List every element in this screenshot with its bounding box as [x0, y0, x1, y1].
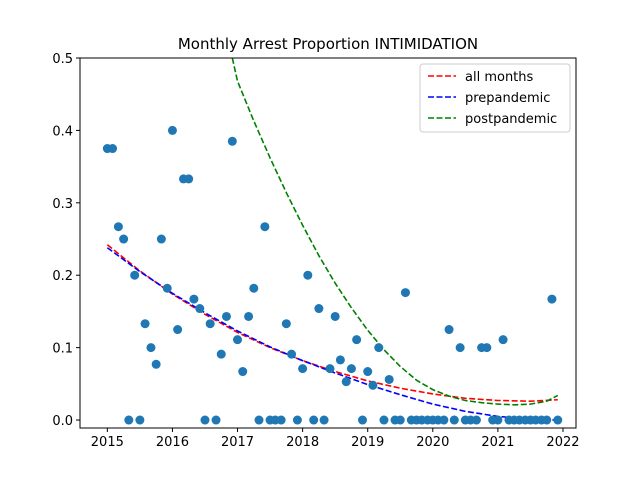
data-point [162, 283, 172, 293]
data-point [119, 234, 129, 244]
data-point [368, 380, 378, 390]
data-point [260, 222, 270, 232]
data-point [395, 415, 405, 425]
legend-label: all months [465, 70, 534, 85]
data-point [254, 415, 264, 425]
legend-label: prepandemic [465, 91, 550, 106]
series-line-all-months [106, 244, 558, 403]
data-point [233, 335, 243, 345]
chart-title: Monthly Arrest Proportion INTIMIDATION [178, 35, 478, 53]
data-point [498, 335, 508, 345]
y-tick-label: 0.1 [52, 342, 73, 357]
data-point [314, 304, 324, 314]
x-tick-label: 2018 [286, 435, 319, 450]
data-point [200, 415, 210, 425]
data-point [151, 359, 161, 369]
data-point [439, 415, 449, 425]
data-point [553, 415, 563, 425]
y-tick-label: 0.0 [52, 414, 73, 429]
data-point [124, 415, 134, 425]
data-point [221, 311, 231, 321]
data-point [156, 234, 166, 244]
x-tick-label: 2016 [156, 435, 189, 450]
legend-box [419, 63, 571, 133]
data-point [384, 374, 394, 384]
x-axis: 2015 2016 2017 2018 2019 2020 2021 2022 [91, 428, 580, 450]
data-point [195, 304, 205, 314]
data-point [471, 415, 481, 425]
data-point [482, 343, 492, 353]
data-point [173, 325, 183, 335]
data-point [303, 270, 313, 280]
data-point [135, 415, 145, 425]
data-point [455, 343, 465, 353]
data-point [542, 415, 552, 425]
data-point [146, 343, 156, 353]
data-point [352, 335, 362, 345]
data-point [287, 349, 297, 359]
x-tick-label: 2021 [481, 435, 514, 450]
data-point [346, 364, 356, 374]
data-point [130, 270, 140, 280]
data-point [216, 349, 226, 359]
data-point [309, 415, 319, 425]
x-tick-label: 2022 [546, 435, 579, 450]
x-tick-label: 2019 [351, 435, 384, 450]
data-point [330, 311, 340, 321]
data-point [205, 319, 215, 329]
data-point [374, 343, 384, 353]
data-point [493, 415, 503, 425]
data-point [249, 283, 259, 293]
data-point [325, 364, 335, 374]
data-point [227, 136, 237, 146]
data-point [211, 415, 221, 425]
data-point [298, 364, 308, 374]
data-point [319, 415, 329, 425]
data-point [292, 415, 302, 425]
y-tick-label: 0.5 [52, 52, 73, 67]
y-tick-label: 0.4 [52, 124, 73, 139]
data-point [449, 415, 459, 425]
plot-frame [79, 57, 577, 429]
data-point [113, 222, 123, 232]
data-point [184, 174, 194, 184]
data-point [244, 311, 254, 321]
data-point [108, 144, 118, 154]
x-tick-label: 2015 [91, 435, 124, 450]
data-point [140, 319, 150, 329]
data-point [238, 367, 248, 377]
scatter-points [102, 125, 563, 425]
legend: all months prepandemic postpandemic [419, 63, 571, 133]
series-line-prepandemic [106, 247, 558, 421]
data-point [363, 367, 373, 377]
data-point [400, 288, 410, 298]
data-point [281, 319, 291, 329]
data-point [335, 355, 345, 365]
data-point [379, 415, 389, 425]
y-tick-label: 0.3 [52, 197, 73, 212]
y-tick-label: 0.2 [52, 269, 73, 284]
data-point [547, 294, 557, 304]
data-point [167, 125, 177, 135]
data-point [276, 415, 286, 425]
data-point [341, 377, 351, 387]
y-axis: 0.0 0.1 0.2 0.3 0.4 0.5 [52, 52, 80, 429]
legend-label: postpandemic [465, 112, 557, 127]
series-line-postpandemic [231, 58, 559, 406]
data-point [189, 294, 199, 304]
data-point [444, 325, 454, 335]
x-tick-label: 2020 [416, 435, 449, 450]
x-tick-label: 2017 [221, 435, 254, 450]
fit-curves [106, 58, 559, 421]
data-point [357, 415, 367, 425]
